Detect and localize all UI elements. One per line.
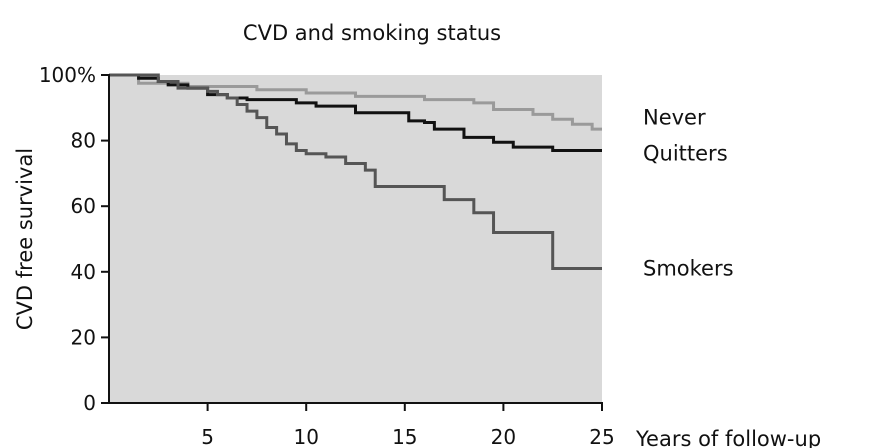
x-tick-label: 25 <box>589 425 614 448</box>
x-axis-label: Years of follow-up <box>635 427 821 448</box>
x-tick-label: 15 <box>392 425 417 448</box>
series-layer <box>109 73 602 271</box>
legend-label-quitters: Quitters <box>643 142 728 166</box>
series-line-never <box>109 73 602 131</box>
chart-title: CVD and smoking status <box>243 21 501 45</box>
y-tick-label: 20 <box>71 325 96 349</box>
x-tick-label: 5 <box>201 425 214 448</box>
series-line-smokers <box>109 73 602 271</box>
x-tick-label: 20 <box>491 425 516 448</box>
y-tick-label: 40 <box>71 260 96 284</box>
y-axis-label: CVD free survival <box>13 148 37 330</box>
axis-layer: 0 20 40 60 80 100% 5 10 15 20 25 <box>39 63 615 448</box>
y-tick-label: 0 <box>83 391 96 415</box>
y-tick-label: 60 <box>71 194 96 218</box>
plot-background <box>109 75 602 403</box>
legend-label-smokers: Smokers <box>643 257 734 281</box>
y-tick-label: 80 <box>71 129 96 153</box>
legend-label-never: Never <box>643 106 706 130</box>
series-line-quitters <box>109 73 602 152</box>
y-tick-label: 100% <box>39 63 96 87</box>
legend-layer: Never Quitters Smokers <box>643 106 734 281</box>
x-tick-label: 10 <box>293 425 318 448</box>
